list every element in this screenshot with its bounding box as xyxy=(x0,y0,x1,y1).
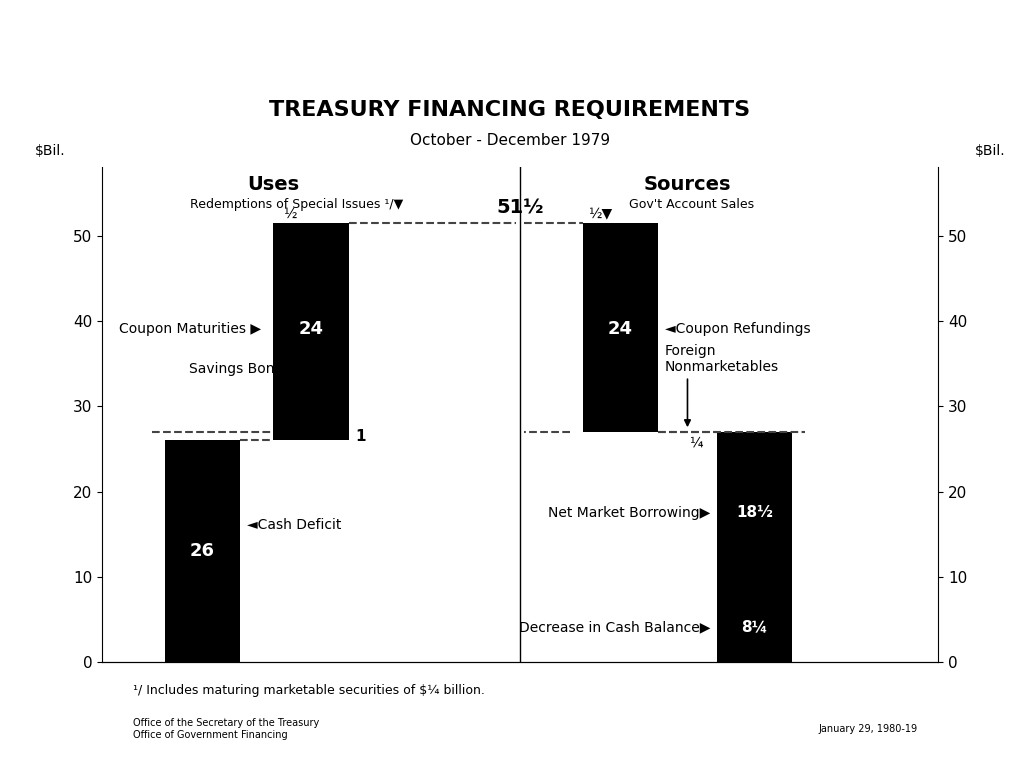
Text: ½▼: ½▼ xyxy=(587,207,611,221)
Text: Savings Bonds: Savings Bonds xyxy=(190,362,290,377)
Text: Coupon Maturities ▶: Coupon Maturities ▶ xyxy=(118,323,261,336)
Text: ◄Coupon Refundings: ◄Coupon Refundings xyxy=(664,323,810,336)
Text: Office of the Secretary of the Treasury
Office of Government Financing: Office of the Secretary of the Treasury … xyxy=(132,718,319,740)
Bar xyxy=(583,227,657,431)
Text: Redemptions of Special Issues ¹/▼: Redemptions of Special Issues ¹/▼ xyxy=(190,198,403,211)
Text: 8¼: 8¼ xyxy=(741,619,767,635)
Text: Decrease in Cash Balance▶: Decrease in Cash Balance▶ xyxy=(519,620,709,634)
Text: 26: 26 xyxy=(190,542,215,560)
Bar xyxy=(273,223,348,227)
Bar xyxy=(716,434,792,592)
Text: 51½: 51½ xyxy=(496,198,543,217)
Text: 1: 1 xyxy=(355,428,366,444)
Text: 24: 24 xyxy=(607,320,633,339)
Text: Uses: Uses xyxy=(248,175,300,194)
Bar xyxy=(716,592,792,662)
Text: Net Market Borrowing▶: Net Market Borrowing▶ xyxy=(547,506,709,520)
Text: ¼: ¼ xyxy=(689,436,702,450)
Text: Sources: Sources xyxy=(643,175,731,194)
Text: 18½: 18½ xyxy=(736,505,772,521)
Text: 24: 24 xyxy=(299,320,323,339)
Text: Gov't Account Sales: Gov't Account Sales xyxy=(629,198,753,211)
Text: Foreign
Nonmarketables: Foreign Nonmarketables xyxy=(664,344,779,374)
Text: ◄Cash Deficit: ◄Cash Deficit xyxy=(247,517,340,532)
Text: January 29, 1980-19: January 29, 1980-19 xyxy=(818,724,917,734)
Text: ½: ½ xyxy=(283,207,297,221)
Bar xyxy=(273,431,348,441)
Text: ¹/ Includes maturing marketable securities of $¼ billion.: ¹/ Includes maturing marketable securiti… xyxy=(132,684,484,698)
Bar xyxy=(273,227,348,431)
Bar xyxy=(716,431,792,434)
Text: $Bil.: $Bil. xyxy=(974,144,1005,158)
Bar xyxy=(583,223,657,227)
Text: TREASURY FINANCING REQUIREMENTS: TREASURY FINANCING REQUIREMENTS xyxy=(269,100,750,120)
Text: October - December 1979: October - December 1979 xyxy=(410,133,609,148)
Bar xyxy=(165,441,239,662)
Text: $Bil.: $Bil. xyxy=(35,144,65,158)
